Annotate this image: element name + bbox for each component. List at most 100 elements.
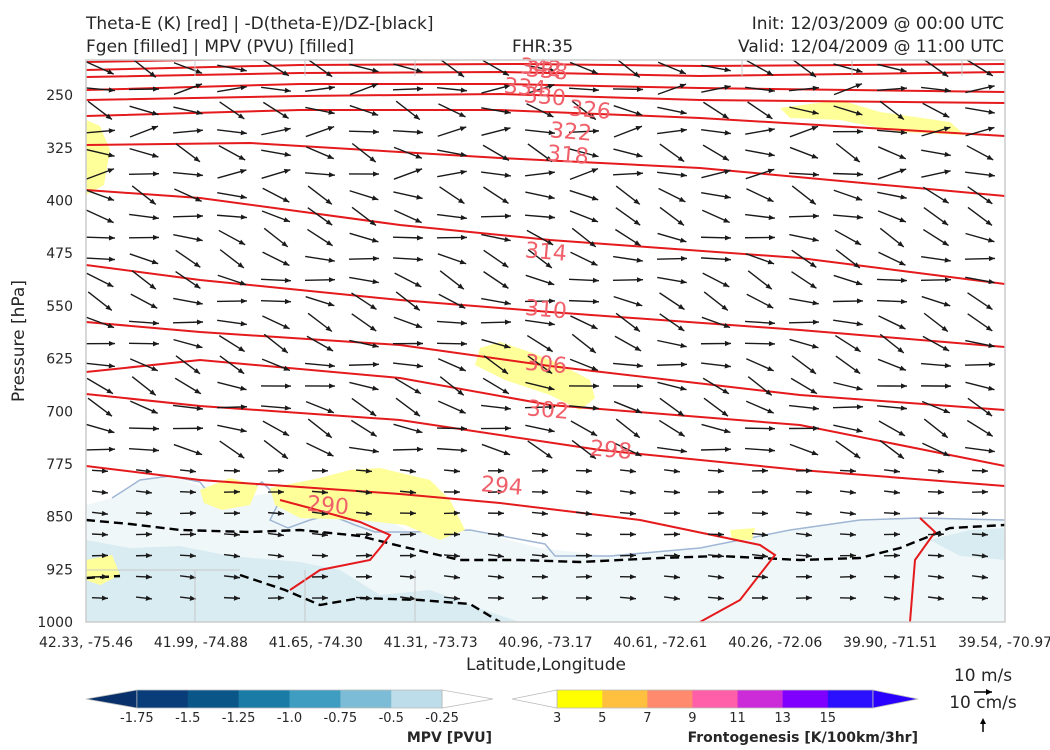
wind-vector-arrowhead (106, 281, 114, 287)
theta-e-label: 314 (524, 238, 568, 267)
wind-vector-arrowhead (987, 126, 995, 132)
theta-e-label: 310 (524, 296, 568, 325)
wind-vector-arrowhead (195, 196, 202, 202)
wind-vector-arrowhead (365, 531, 372, 538)
wind-vector-arrowhead (145, 574, 152, 580)
wind-vector-arrowhead (409, 489, 416, 495)
colorbar-tick-label: -1.5 (175, 711, 200, 726)
mpv-fill-region-dark-2 (930, 528, 1005, 560)
wind-vector-arrowhead (277, 489, 284, 495)
y-tick-label: 850 (46, 510, 73, 526)
wind-vector-arrowhead (459, 259, 467, 265)
wind-vector-arrowhead (937, 510, 944, 516)
wind-vector-arrowhead (805, 468, 812, 474)
mpv-colorbar (85, 689, 494, 709)
wind-vector-arrowhead (372, 278, 379, 285)
wind-vector-arrowhead (283, 365, 290, 371)
wind-vector-arrowhead (856, 128, 863, 135)
wind-vector-arrowhead (724, 84, 731, 90)
y-tick-label: 1000 (37, 615, 73, 631)
wind-vector-arrowhead (987, 237, 995, 243)
wind-vector-arrowhead (370, 431, 377, 437)
forecast-hour: FHR:35 (512, 37, 574, 57)
wind-vector-arrowhead (629, 489, 636, 495)
plot-frame (85, 59, 1006, 623)
wind-vector-arrowhead (981, 489, 988, 495)
wind-vector-arrowhead (416, 235, 423, 241)
wind-vector-arrowhead (497, 574, 504, 580)
wind-vector-arrowhead (372, 385, 379, 391)
wind-vector-arrowhead (196, 319, 203, 325)
wind-vector-arrowhead (277, 532, 284, 538)
wind-vector-arrowhead (453, 574, 460, 580)
wind-vector-arrowhead (900, 298, 907, 305)
wind-vector-arrowhead (151, 365, 158, 371)
wind-vector-arrowhead (943, 408, 950, 414)
wind-vector-arrowhead (981, 595, 988, 601)
wind-vector-arrowhead (897, 347, 904, 353)
wind-vector-arrowhead (365, 552, 372, 559)
wind-vector-arrowhead (900, 194, 907, 200)
wind-vector-arrowhead (409, 595, 416, 601)
wind-vector-arrowhead (504, 84, 511, 90)
wind-vector-arrowhead (415, 428, 423, 434)
wind-vector-arrowhead (678, 304, 685, 310)
y-tick-label: 550 (46, 299, 73, 315)
wind-vector-arrowhead (151, 408, 158, 414)
wind-vector-arrowhead (941, 71, 949, 77)
fgen-colorbar-ticks: 3 5 7 9 11 13 15 (553, 711, 836, 726)
wind-vector-arrowhead (149, 283, 156, 290)
wind-vector-arrowhead (805, 510, 812, 517)
wind-vector-arrowhead (988, 342, 995, 348)
wind-vector-arrowhead (277, 574, 284, 580)
wind-vector-arrowhead (810, 282, 817, 289)
colorbar-segment (187, 690, 240, 708)
wind-vector-arrowhead (723, 217, 730, 223)
wind-vector-arrowhead (853, 452, 861, 459)
init-time: Init: 12/03/2009 @ 00:00 UTC (751, 14, 1004, 34)
wind-vector-arrowhead (548, 321, 555, 327)
wind-vector-arrowhead (985, 410, 993, 417)
wind-vector-arrowhead (768, 87, 775, 93)
wind-vector-arrowhead (151, 152, 159, 158)
wind-vector-arrowhead (677, 155, 685, 162)
wind-vector-arrowhead (944, 151, 951, 157)
wind-vector-arrowhead (856, 404, 863, 410)
wind-vector-arrowhead (944, 362, 951, 369)
wind-vector-arrowhead (108, 128, 115, 134)
y-tick-label: 325 (46, 141, 73, 157)
colorbar-segment (737, 690, 784, 708)
wind-vector-arrowhead (325, 431, 332, 438)
wind-vector-arrowhead (548, 385, 555, 391)
wind-vector-arrowhead (502, 282, 509, 289)
wind-vector-arrowhead (898, 430, 906, 436)
wind-vector-arrowhead (497, 468, 504, 474)
wind-vector-arrowhead (548, 67, 555, 73)
wind-vector-arrowhead (497, 510, 504, 516)
wind-vector-arrowhead (282, 197, 290, 203)
wind-vector-arrowhead (237, 113, 245, 119)
wind-vector-arrowhead (849, 531, 856, 538)
wind-vector-arrowhead (321, 553, 328, 559)
wind-vector-arrowhead (548, 298, 555, 304)
wind-vector-arrowhead (106, 388, 113, 394)
wind-vector-arrowhead (633, 219, 641, 226)
wind-vector-arrowhead (503, 450, 511, 456)
wind-vector-arrowhead (590, 430, 598, 436)
wind-vector-arrowhead (369, 410, 377, 416)
wind-vector-arrowhead (589, 347, 596, 353)
wind-vector-arrowhead (893, 468, 900, 474)
wind-vector-arrowhead (504, 425, 511, 431)
wind-vector-arrowhead (768, 320, 775, 326)
wind-vector-arrowhead (416, 86, 423, 92)
wind-vector-arrowhead (189, 468, 196, 474)
wind-vector-arrowhead (635, 125, 643, 131)
wind-vector-arrowhead (633, 325, 640, 332)
wind-vector-arrowhead (409, 574, 416, 580)
wind-vector-arrowhead (636, 383, 643, 389)
wind-vector-arrowhead (152, 86, 159, 92)
wind-vector-arrowhead (900, 85, 907, 92)
wind-vector-arrowhead (325, 325, 332, 332)
wind-vector-arrowhead (679, 237, 687, 243)
